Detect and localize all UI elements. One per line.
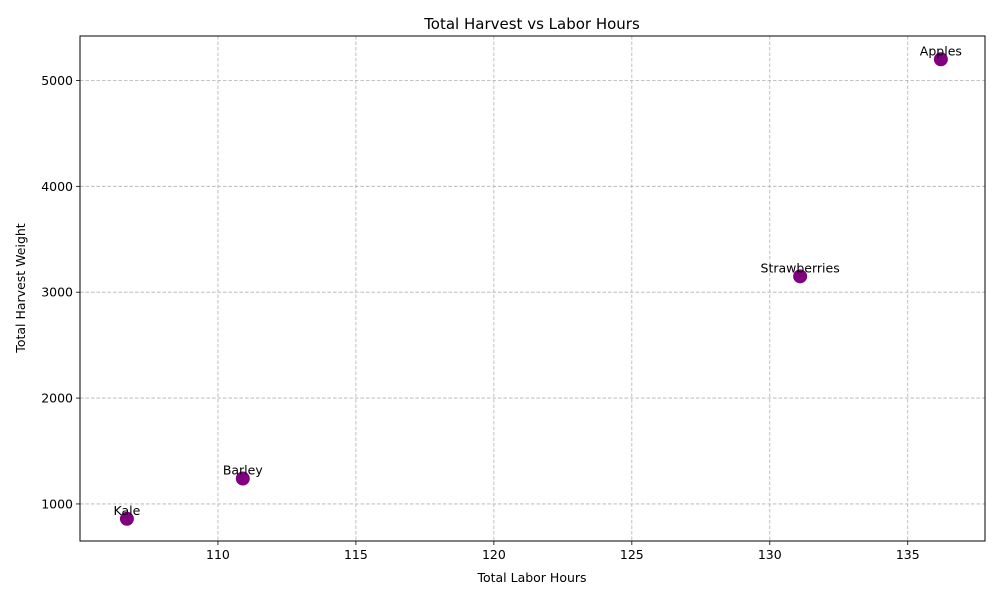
y-tick-label: 1000 (41, 496, 73, 511)
data-point-barley (235, 471, 250, 486)
data-point-apples (933, 52, 948, 67)
y-tick-label: 5000 (41, 73, 73, 88)
data-points (119, 52, 948, 526)
point-label-kale: Kale (113, 503, 140, 518)
point-labels: Kale Barley Strawberries Apples (113, 43, 961, 517)
y-axis-label: Total Harvest Weight (13, 223, 28, 353)
axis-ticks: 110 115 120 125 130 135 1000 2000 3000 4000 5000 (41, 73, 919, 562)
point-label-barley: Barley (223, 463, 264, 478)
x-tick-label: 115 (344, 547, 368, 562)
x-tick-label: 130 (758, 547, 782, 562)
point-label-apples: Apples (920, 43, 962, 58)
plot-frame (79, 35, 986, 542)
chart-title: Total Harvest vs Labor Hours (423, 15, 640, 33)
y-tick-label: 3000 (41, 285, 73, 300)
y-tick-label: 4000 (41, 179, 73, 194)
x-tick-label: 110 (206, 547, 230, 562)
x-tick-label: 135 (896, 547, 920, 562)
point-label-strawberries: Strawberries (761, 260, 840, 275)
y-tick-label: 2000 (41, 391, 73, 406)
x-tick-label: 125 (620, 547, 644, 562)
data-point-strawberries (793, 269, 808, 284)
grid-lines (80, 36, 985, 541)
x-tick-label: 120 (482, 547, 506, 562)
x-axis-label: Total Labor Hours (476, 570, 586, 585)
data-point-kale (119, 511, 134, 526)
